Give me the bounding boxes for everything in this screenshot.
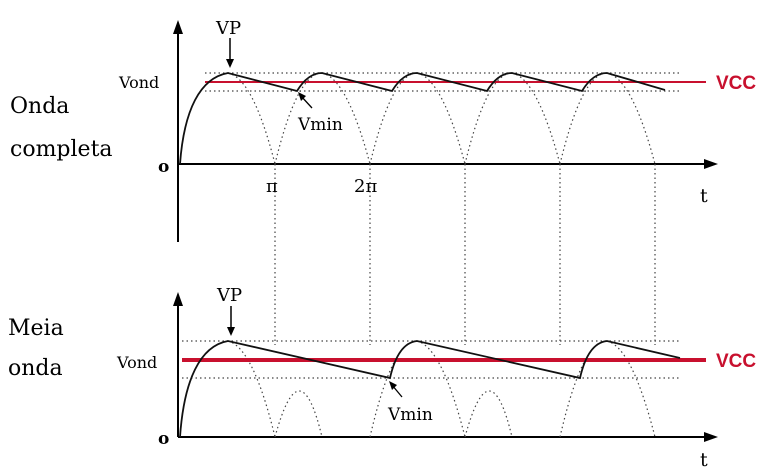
top-vond-label: Vond — [118, 73, 159, 92]
top-x-axis-arrow — [704, 159, 718, 169]
bottom-origin-label: o — [158, 429, 169, 449]
top-vp-label: VP — [215, 18, 241, 39]
bottom-vmin-arrowhead — [389, 381, 397, 390]
top-dotted-arch-2a — [274, 72, 323, 165]
top-dotted-arch-3b — [416, 72, 466, 165]
bottom-dotted-arch-2b — [416, 340, 466, 438]
bottom-t-label: t — [700, 449, 708, 468]
bottom-y-axis-arrow — [173, 292, 183, 306]
top-vcc-label: VCC — [716, 73, 756, 94]
bottom-dotted-hump-2 — [464, 390, 513, 438]
bottom-dotted-hump-1 — [274, 390, 323, 438]
bottom-title-line1: Meia — [8, 316, 64, 341]
top-origin-label: o — [158, 157, 169, 177]
top-ripple-wave — [179, 72, 666, 165]
bottom-vmin-label: Vmin — [387, 405, 433, 425]
top-title-line2: completa — [10, 137, 113, 162]
bottom-panel: Meia onda VP Vond Vmin VCC o t — [8, 285, 756, 468]
top-y-axis-arrow — [173, 20, 183, 34]
top-dotted-arch-4a — [464, 72, 513, 165]
top-pi-label: π — [266, 176, 278, 197]
top-t-label: t — [700, 185, 708, 207]
top-dotted-arch-5b — [606, 72, 656, 165]
top-dotted-arch-1 — [227, 72, 276, 165]
top-title-line1: Onda — [10, 94, 69, 119]
bottom-dotted-arch-3a — [559, 340, 608, 438]
top-dotted-arch-4b — [511, 72, 561, 165]
bottom-vp-label: VP — [216, 285, 242, 306]
top-two-pi-label: 2π — [354, 176, 377, 197]
bottom-dotted-arch-1 — [227, 340, 276, 438]
bottom-vcc-label: VCC — [716, 351, 756, 372]
bottom-vond-label: Vond — [116, 353, 157, 372]
top-vmin-label: Vmin — [297, 115, 343, 135]
top-vmin-arrowhead — [298, 92, 306, 101]
top-dotted-arch-5a — [559, 72, 608, 165]
bottom-x-axis-arrow — [704, 432, 718, 442]
bottom-vp-arrowhead — [227, 327, 235, 336]
top-vp-arrowhead — [226, 59, 234, 68]
bottom-title-line2: onda — [8, 356, 63, 381]
top-panel: Onda completa VP Vond Vmin VCC o π 2π t — [10, 18, 756, 345]
bottom-ripple-wave — [179, 340, 681, 438]
bottom-dotted-arch-3b — [606, 340, 656, 438]
top-dotted-arch-3a — [369, 72, 418, 165]
